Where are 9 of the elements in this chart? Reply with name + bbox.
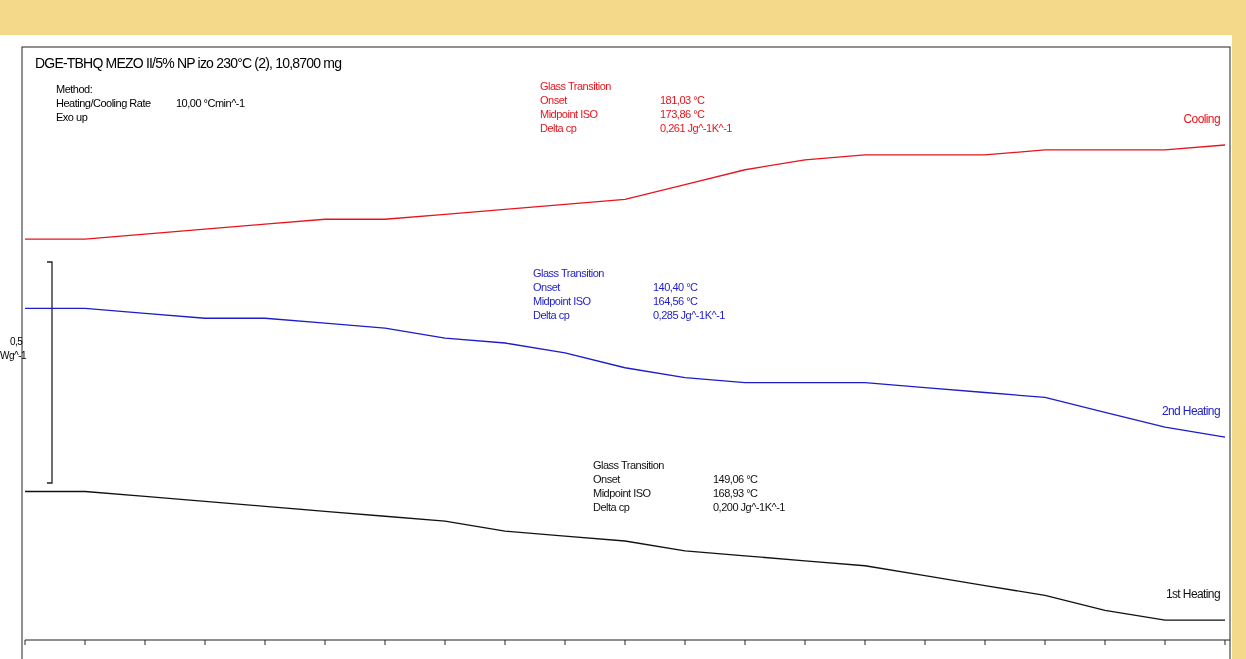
text: Glass Transition Onset 140,40 °C Midpoint ISO 164,56 °C Delta cp 0,285 Jg^-1K^-1: [533, 267, 725, 321]
series-label: 1st Heating: [1165, 587, 1220, 602]
text: Glass Transition Onset 149,06 °C Midpoint ISO 168,93 °C Delta cp 0,200 Jg^-1K^-1: [593, 459, 785, 513]
series-label: 2nd Heating: [1161, 404, 1220, 419]
text: Glass Transition Onset 181,03 °C Midpoint ISO 173,86 °C Delta cp 0,261 Jg^-1K^-1: [540, 80, 732, 134]
series-label: Cooling: [1183, 112, 1220, 126]
annotation: 0,5 Wg^-1: [0, 336, 28, 361]
text: Method: Heating/Cooling Rate 10,00 °Cmin^-1 Exo up: [56, 83, 245, 123]
chart-title: DGE-TBHQ MEZO II/5% NP izo 230°C (2), 10,8700 mg: [35, 55, 342, 71]
